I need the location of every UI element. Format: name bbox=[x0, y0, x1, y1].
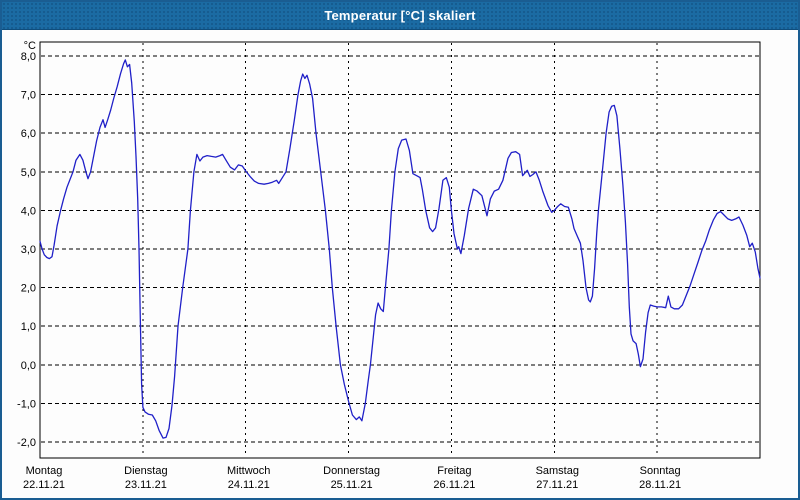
day-label-3: Donnerstag bbox=[323, 465, 380, 477]
window-title: Temperatur [°C] skaliert bbox=[324, 8, 476, 23]
plot-frame bbox=[39, 41, 761, 459]
date-label-3: 25.11.21 bbox=[331, 479, 373, 491]
day-label-5: Samstag bbox=[536, 465, 579, 477]
date-label-5: 27.11.21 bbox=[536, 479, 578, 491]
date-label-4: 26.11.21 bbox=[433, 479, 475, 491]
ytick-label-2: 2,0 bbox=[21, 283, 36, 295]
ytick-label-7: 7,0 bbox=[21, 90, 36, 102]
ytick-label-5: 5,0 bbox=[21, 167, 36, 179]
ytick-label--1: -1,0 bbox=[17, 398, 36, 410]
date-label-6: 28.11.21 bbox=[639, 479, 681, 491]
ytick-label-3: 3,0 bbox=[21, 244, 36, 256]
date-label-0: 22.11.21 bbox=[23, 479, 65, 491]
ytick-label-1: 1,0 bbox=[21, 321, 36, 333]
date-label-1: 23.11.21 bbox=[125, 479, 167, 491]
day-label-2: Mittwoch bbox=[227, 465, 270, 477]
ytick-label--2: -2,0 bbox=[17, 437, 36, 449]
ytick-label-0: 0,0 bbox=[21, 360, 36, 372]
day-label-1: Dienstag bbox=[124, 465, 167, 477]
ytick-label-8: 8,0 bbox=[21, 51, 36, 63]
ytick-label-6: 6,0 bbox=[21, 128, 36, 140]
y-axis-unit-label: °C bbox=[24, 40, 36, 52]
date-label-2: 24.11.21 bbox=[228, 479, 270, 491]
title-bar[interactable]: Temperatur [°C] skaliert bbox=[2, 2, 798, 30]
day-label-4: Freitag bbox=[437, 465, 471, 477]
day-label-0: Montag bbox=[26, 465, 63, 477]
day-label-6: Sonntag bbox=[640, 465, 681, 477]
series-line-temperatur bbox=[39, 59, 761, 439]
ytick-label-4: 4,0 bbox=[21, 205, 36, 217]
chart-canvas: 8,0 7,0 6,0 5,0 4,0 3,0 2,0 1,0 0,0 -1,0 -2,0 °C Mon… bbox=[17, 40, 761, 491]
